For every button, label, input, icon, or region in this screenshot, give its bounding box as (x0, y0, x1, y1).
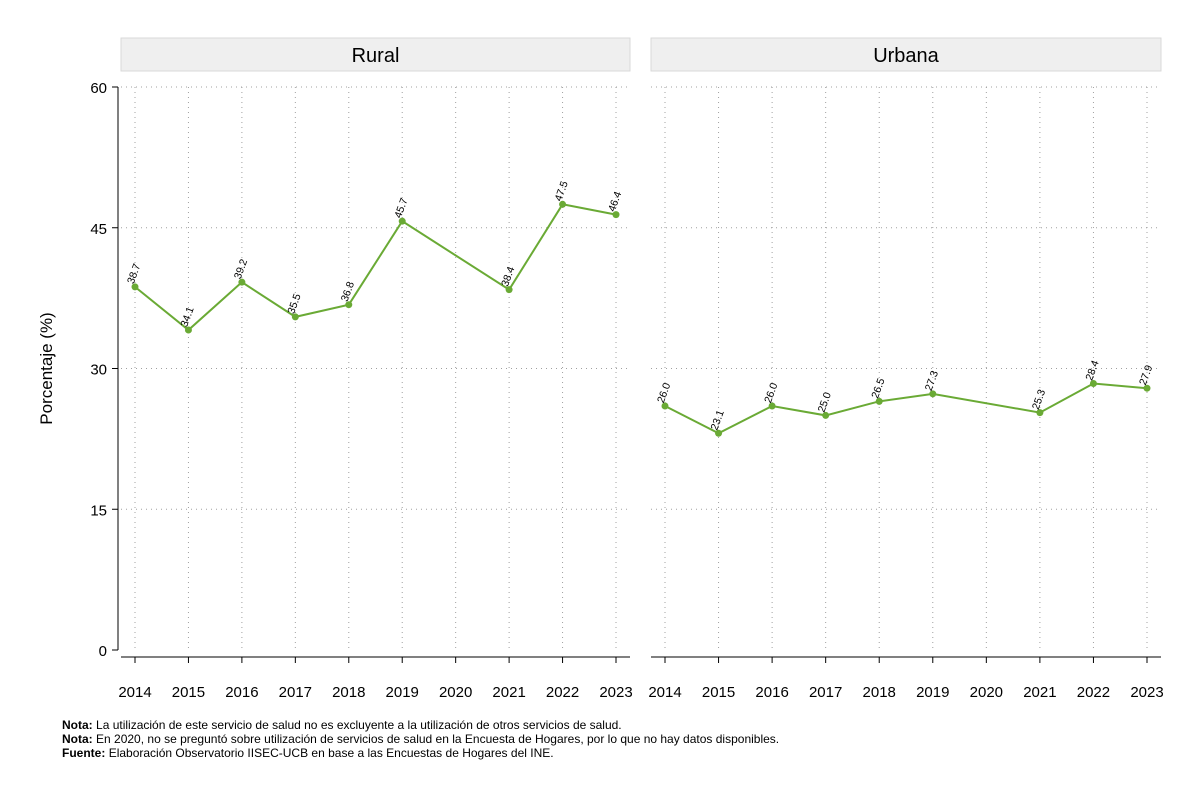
data-point (505, 286, 513, 294)
x-tick-label: 2020 (439, 684, 472, 701)
panel-header (120, 37, 631, 72)
data-point (1143, 384, 1151, 392)
x-tick-label: 2023 (1130, 684, 1163, 701)
data-point (184, 326, 192, 334)
data-label: 26.5 (869, 377, 887, 400)
data-point (238, 278, 246, 286)
y-tick-label: 60 (90, 80, 107, 97)
data-label: 46.4 (606, 190, 624, 213)
note-line-1: Nota: La utilización de este servicio de… (62, 718, 622, 732)
data-point (1089, 380, 1097, 388)
chart-panel-urbana: Urbana 2014 2015 2016 2017 2018 2019 2020 2021 20… (648, 37, 1164, 701)
x-tick-label: 2022 (546, 684, 579, 701)
data-label: 25.3 (1030, 388, 1048, 411)
data-point (291, 313, 299, 321)
data-point (715, 429, 723, 437)
data-label: 28.4 (1083, 359, 1101, 382)
data-label: 47.5 (553, 179, 571, 202)
x-tick-label: 2021 (492, 684, 525, 701)
data-point (612, 211, 620, 219)
data-point (398, 217, 406, 225)
data-label: 26.0 (655, 381, 673, 404)
data-point (345, 301, 353, 309)
x-tick-label: 2022 (1077, 684, 1110, 701)
data-point (875, 397, 883, 405)
panel-title: Rural (352, 45, 400, 67)
chart-panel-rural: Rural 2014 2015 2016 2017 2018 2019 2020 2021 202… (118, 37, 633, 701)
data-point (768, 402, 776, 410)
series-line (664, 382, 1148, 435)
data-point (1036, 409, 1044, 417)
x-tick-label: 2019 (386, 684, 419, 701)
data-label: 26.0 (762, 381, 780, 404)
chart-notes: Nota: La utilización de este servicio de… (62, 718, 779, 760)
x-tick-label: 2017 (279, 684, 312, 701)
x-tick-label: 2015 (702, 684, 735, 701)
series-line (134, 203, 617, 332)
data-point (559, 200, 567, 208)
x-tick-label: 2016 (225, 684, 258, 701)
data-point (131, 283, 139, 291)
data-label: 27.9 (1137, 363, 1155, 386)
x-tick-label: 2019 (916, 684, 949, 701)
note-line-2: Nota: En 2020, no se preguntó sobre util… (62, 732, 780, 746)
data-point (661, 402, 669, 410)
x-tick-label: 2016 (755, 684, 788, 701)
panel-title: Urbana (873, 45, 939, 67)
x-tick-label: 2015 (172, 684, 205, 701)
x-tick-label: 2014 (118, 684, 151, 701)
data-label: 35.5 (285, 292, 303, 315)
data-point (822, 411, 830, 419)
data-point (929, 390, 937, 398)
x-tick-label: 2018 (332, 684, 365, 701)
data-label: 38.4 (499, 265, 517, 288)
x-tick-label: 2017 (809, 684, 842, 701)
data-label: 39.2 (232, 257, 250, 280)
y-tick-label: 0 (99, 643, 107, 660)
data-label: 38.7 (125, 262, 143, 285)
y-tick-label: 45 (90, 221, 107, 238)
y-axis-title: Porcentaje (%) (37, 312, 56, 424)
x-tick-label: 2018 (863, 684, 896, 701)
data-label: 27.3 (923, 369, 941, 392)
y-tick-label: 15 (90, 502, 107, 519)
x-tick-label: 2021 (1023, 684, 1056, 701)
x-tick-label: 2014 (648, 684, 681, 701)
x-tick-label: 2023 (599, 684, 632, 701)
data-label: 25.0 (816, 391, 834, 414)
data-label: 23.1 (709, 408, 727, 431)
data-label: 36.8 (339, 280, 357, 303)
data-label: 45.7 (392, 196, 410, 219)
source-line: Fuente: Elaboración Observatorio IISEC-U… (62, 746, 554, 760)
panel-header (650, 37, 1162, 72)
y-tick-label: 30 (90, 362, 107, 379)
x-tick-label: 2020 (970, 684, 1003, 701)
